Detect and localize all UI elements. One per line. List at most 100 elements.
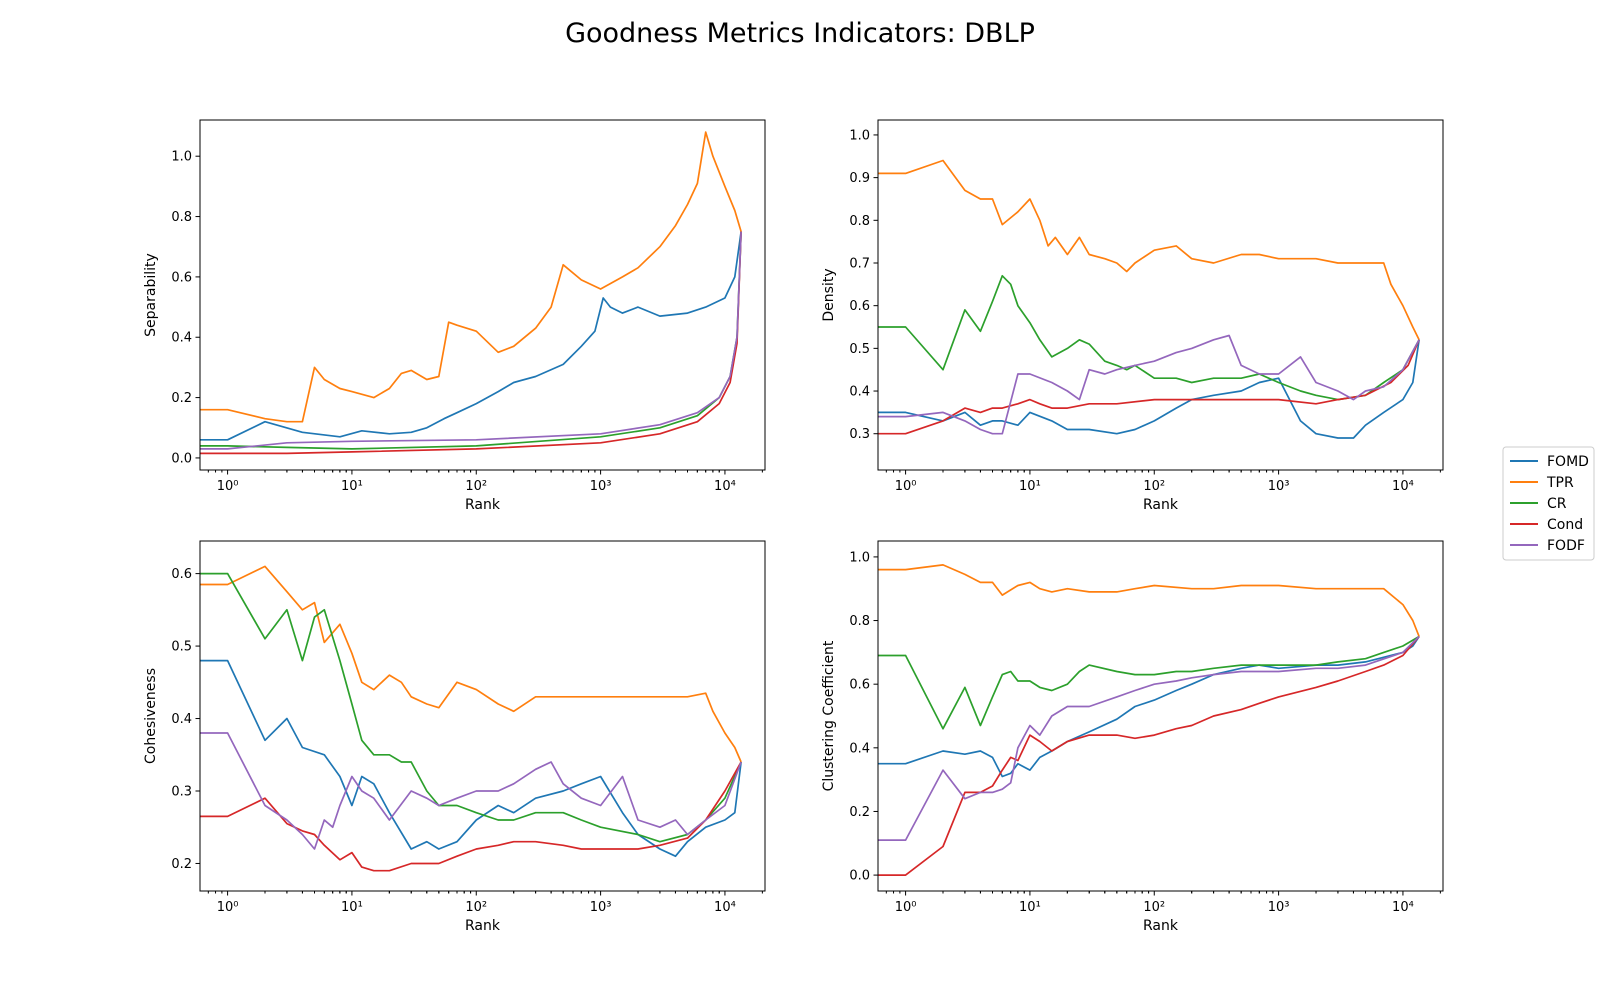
x-axis-label: Rank — [465, 918, 501, 934]
series-line-cond — [200, 761, 742, 872]
series-group — [878, 159, 1420, 439]
y-tick-label: 0.3 — [171, 785, 192, 800]
y-tick-label: 0.8 — [849, 214, 870, 229]
subplot-3: 10⁰ 10¹ 10² 10³ 10⁴ 0.2 0.3 0.4 0.5 0.6 Rank Cohesi… — [143, 540, 766, 934]
y-tick-label: 0.3 — [849, 427, 870, 442]
x-tick-label: 10¹ — [341, 479, 363, 494]
series-line-fodf — [878, 334, 1420, 435]
plot-frame — [199, 540, 766, 892]
x-tick-label: 10¹ — [1019, 479, 1041, 494]
legend-frame — [1502, 446, 1595, 561]
legend-label: FOMD — [1547, 454, 1589, 470]
subplot-1: 10⁰ 10¹ 10² 10³ 10⁴ 0.0 0.2 0.4 0.6 0.8 1.0 Rank Sep… — [143, 119, 766, 513]
y-tick-label: 0.0 — [849, 869, 870, 884]
x-tick-label: 10⁰ — [895, 900, 917, 915]
y-tick-label: 0.4 — [849, 385, 870, 400]
plot-frame — [877, 540, 1444, 892]
x-tick-label: 10³ — [590, 479, 612, 494]
series-line-fodf — [200, 732, 742, 850]
series-line-cr — [878, 274, 1420, 401]
y-tick-label: 0.9 — [849, 171, 870, 186]
y-axis-label: Clustering Coefficient — [821, 640, 837, 791]
figure-title: Goodness Metrics Indicators: DBLP — [565, 18, 1035, 49]
legend-entry-cr: CR — [1510, 496, 1567, 512]
y-axis-label: Density — [821, 268, 837, 321]
series-group — [200, 131, 742, 455]
legend: FOMD TPR CR Cond FODF — [1502, 446, 1595, 561]
y-tick-label: 0.6 — [171, 270, 192, 285]
y-tick-label: 1.0 — [849, 550, 870, 565]
y-tick-label: 0.5 — [171, 640, 192, 655]
series-line-tpr — [200, 565, 742, 763]
x-tick-label: 10¹ — [1019, 900, 1041, 915]
x-axis-label: Rank — [1143, 918, 1179, 934]
x-tick-label: 10⁴ — [1392, 479, 1414, 494]
legend-entry-fomd: FOMD — [1510, 454, 1589, 470]
x-tick-label: 10² — [1143, 479, 1165, 494]
y-axis-label: Cohesiveness — [143, 668, 159, 764]
x-tick-label: 10² — [1143, 900, 1165, 915]
series-line-fomd — [878, 636, 1420, 778]
y-tick-label: 1.0 — [849, 128, 870, 143]
series-line-fodf — [200, 231, 742, 450]
x-tick-label: 10⁰ — [895, 479, 917, 494]
y-tick-label: 0.8 — [171, 210, 192, 225]
x-tick-label: 10² — [465, 479, 487, 494]
x-tick-label: 10⁰ — [217, 900, 239, 915]
y-tick-label: 0.4 — [171, 712, 192, 727]
x-tick-label: 10² — [465, 900, 487, 915]
y-tick-label: 0.2 — [849, 805, 870, 820]
plot-frame — [877, 119, 1444, 471]
x-tick-label: 10¹ — [341, 900, 363, 915]
subplot-2: 10⁰ 10¹ 10² 10³ 10⁴ 0.3 0.4 0.5 0.6 0.7 0.8 0.9 1.0 R… — [821, 119, 1444, 513]
y-tick-label: 0.6 — [849, 299, 870, 314]
y-tick-label: 0.7 — [849, 256, 870, 271]
x-axis-label: Rank — [1143, 497, 1179, 513]
series-line-cond — [878, 635, 1420, 876]
x-tick-label: 10⁴ — [714, 479, 736, 494]
y-tick-label: 0.4 — [849, 741, 870, 756]
legend-label: FODF — [1547, 538, 1585, 554]
series-line-tpr — [878, 564, 1420, 637]
series-group — [878, 564, 1420, 876]
y-tick-label: 0.4 — [171, 331, 192, 346]
x-tick-label: 10³ — [1268, 479, 1290, 494]
series-line-tpr — [878, 159, 1420, 341]
x-tick-label: 10⁰ — [217, 479, 239, 494]
series-line-cr — [200, 572, 742, 843]
y-tick-label: 1.0 — [171, 150, 192, 165]
series-line-tpr — [200, 131, 742, 423]
legend-label: TPR — [1546, 475, 1574, 491]
legend-label: Cond — [1547, 517, 1583, 533]
y-tick-label: 0.2 — [171, 391, 192, 406]
x-tick-label: 10³ — [1268, 900, 1290, 915]
legend-entry-cond: Cond — [1510, 517, 1583, 533]
subplots: 10⁰ 10¹ 10² 10³ 10⁴ 0.0 0.2 0.4 0.6 0.8 1.0 Rank Sep… — [143, 119, 1444, 934]
series-line-fomd — [878, 339, 1420, 439]
y-tick-label: 0.2 — [171, 857, 192, 872]
series-line-fodf — [878, 635, 1420, 841]
series-line-fomd — [200, 231, 742, 441]
y-tick-label: 0.5 — [849, 342, 870, 357]
y-tick-label: 0.6 — [171, 567, 192, 582]
series-line-cond — [200, 231, 742, 455]
subplot-4: 10⁰ 10¹ 10² 10³ 10⁴ 0.0 0.2 0.4 0.6 0.8 1.0 Rank Clu… — [821, 540, 1444, 934]
series-line-cr — [878, 635, 1420, 730]
x-tick-label: 10⁴ — [714, 900, 736, 915]
legend-entry-tpr: TPR — [1510, 475, 1574, 491]
y-tick-label: 0.6 — [849, 678, 870, 693]
y-tick-label: 0.0 — [171, 451, 192, 466]
legend-entry-fodf: FODF — [1510, 538, 1585, 554]
x-axis-label: Rank — [465, 497, 501, 513]
legend-label: CR — [1547, 496, 1567, 512]
series-group — [200, 565, 742, 872]
y-tick-label: 0.8 — [849, 614, 870, 629]
series-line-fomd — [200, 659, 742, 858]
series-line-cond — [878, 339, 1420, 435]
x-tick-label: 10³ — [590, 900, 612, 915]
y-axis-label: Separability — [143, 253, 159, 337]
plot-frame — [199, 119, 766, 471]
x-tick-label: 10⁴ — [1392, 900, 1414, 915]
